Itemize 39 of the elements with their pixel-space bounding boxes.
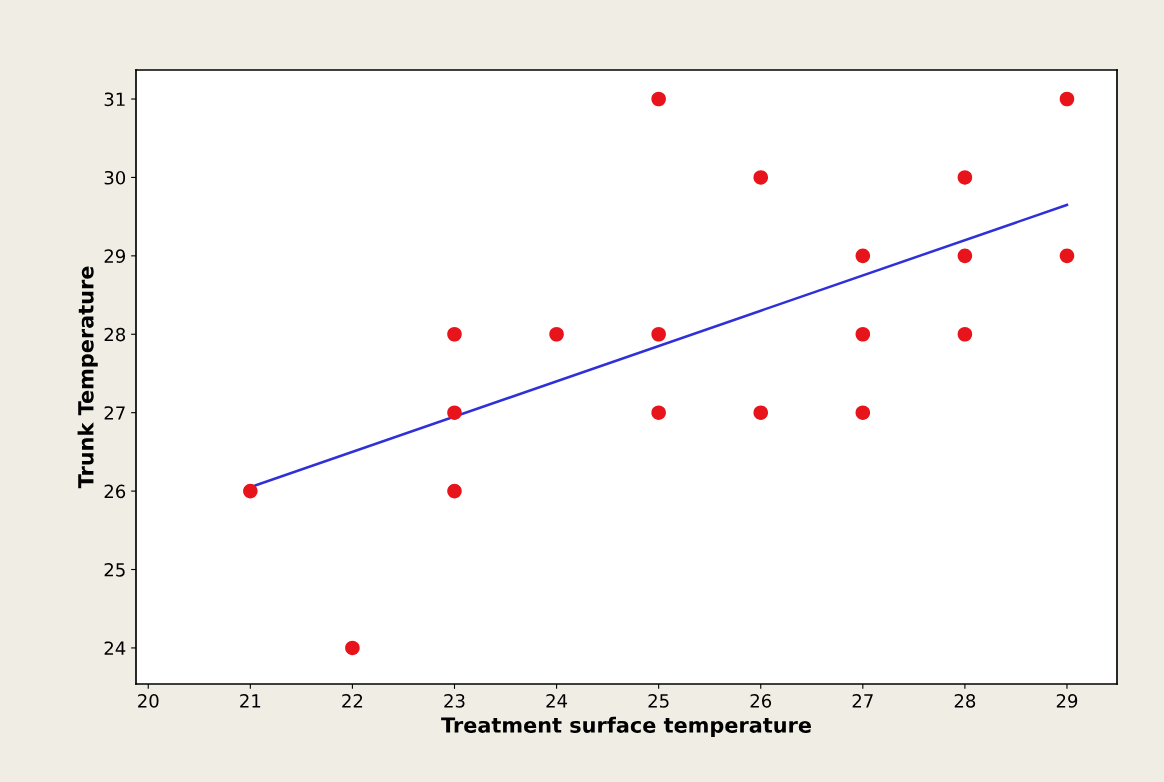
x-tick-label: 20 xyxy=(138,694,159,708)
x-axis-title: Treatment surface temperature xyxy=(441,716,811,737)
point xyxy=(243,483,258,499)
point xyxy=(1059,248,1075,264)
x-tick-label: 25 xyxy=(648,694,669,708)
point xyxy=(855,326,871,342)
point xyxy=(753,170,769,185)
y-tick-label: 26 xyxy=(104,484,126,499)
y-tick-label: 25 xyxy=(104,562,125,577)
x-tick-label: 26 xyxy=(750,694,772,708)
y-tick-label: 30 xyxy=(104,170,126,185)
y-tick-label: 31 xyxy=(104,92,125,107)
x-tick-label: 27 xyxy=(852,694,873,708)
point xyxy=(447,405,462,420)
point xyxy=(447,483,462,499)
point xyxy=(447,326,462,342)
y-axis-title: Trunk Temperature xyxy=(77,266,98,489)
point xyxy=(651,326,666,342)
y-tick-label: 29 xyxy=(104,249,126,263)
y-tick-label: 27 xyxy=(104,406,125,420)
x-tick-label: 24 xyxy=(546,694,568,708)
point xyxy=(855,405,871,420)
point xyxy=(957,170,973,185)
point xyxy=(549,326,564,342)
x-tick-label: 23 xyxy=(444,694,465,708)
point xyxy=(957,326,973,342)
point xyxy=(1059,91,1075,107)
point xyxy=(345,640,360,656)
x-tick-label: 29 xyxy=(1056,694,1078,708)
y-tick-label: 28 xyxy=(104,327,126,342)
x-tick-label: 21 xyxy=(240,694,261,708)
point xyxy=(957,248,973,264)
x-tick-label: 22 xyxy=(342,694,363,708)
point xyxy=(651,405,666,420)
x-tick-label: 28 xyxy=(954,694,976,708)
y-tick-label: 24 xyxy=(104,641,126,655)
point xyxy=(753,405,769,420)
point xyxy=(651,91,666,107)
point xyxy=(855,248,871,264)
